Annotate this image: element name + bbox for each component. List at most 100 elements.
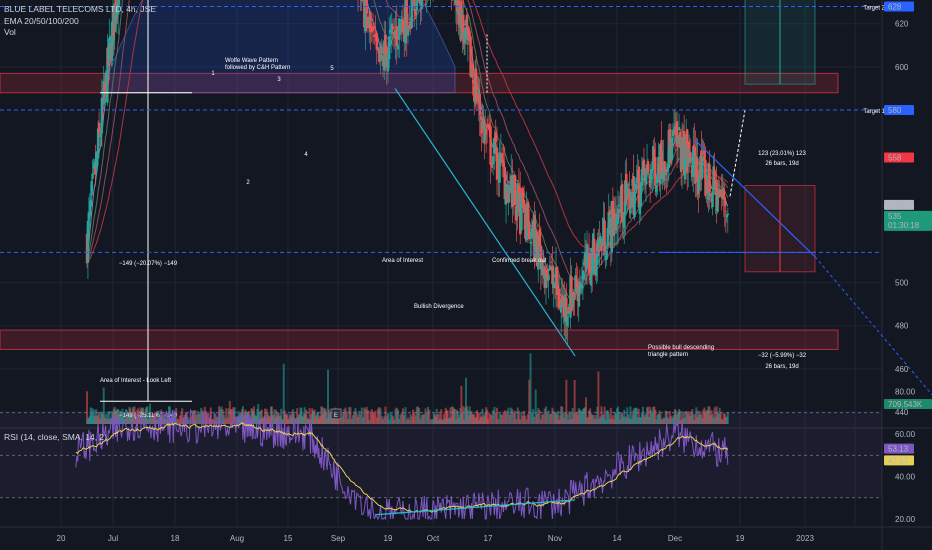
volume-bar	[385, 415, 388, 424]
candle-body	[89, 199, 92, 208]
volume-bar	[648, 416, 651, 424]
price-badge-558-bg	[884, 152, 914, 163]
volume-bar	[241, 406, 244, 424]
volume-bar	[672, 414, 675, 424]
candle-body	[415, 0, 418, 11]
time-tick-label: Nov	[548, 534, 562, 543]
rsi-legend[interactable]: RSI (14, close, SMA, 14, 2)	[4, 432, 107, 442]
measure-up-label-1: 123 (23.01%) 123	[758, 151, 806, 157]
candle-body	[363, 0, 366, 28]
price-badge-580: 580	[888, 106, 902, 115]
candle-body	[708, 164, 711, 192]
volume-bar	[210, 419, 213, 424]
volume-bar	[719, 412, 722, 424]
candle-body	[539, 245, 543, 270]
rsi-sma-line	[75, 421, 729, 513]
volume-bar	[690, 412, 693, 424]
volume-bar	[215, 416, 218, 424]
volume-bar	[611, 415, 614, 424]
volume-bar	[343, 409, 346, 424]
volume-bar	[650, 410, 653, 424]
volume-bar	[487, 418, 489, 424]
last-price-label: 535	[888, 212, 902, 221]
candle-body	[630, 191, 633, 208]
candle-body	[366, 16, 370, 29]
price-badge-536-bg	[884, 199, 914, 210]
volume-bar	[633, 407, 636, 424]
candle-body	[471, 63, 474, 78]
candle-body	[677, 127, 681, 131]
volume-bar	[313, 409, 316, 424]
bullish-divergence-rsi-line	[374, 499, 576, 516]
volume-bar	[200, 407, 203, 424]
volume-bar	[530, 412, 533, 424]
volume-bar	[492, 410, 495, 424]
volume-bar	[462, 406, 465, 424]
volume-bar	[684, 417, 687, 424]
candle-body	[716, 194, 719, 212]
candle-body	[701, 156, 704, 178]
ema-200-line	[86, 0, 729, 264]
price-badge-558: 558	[888, 153, 902, 162]
volume-bar	[643, 416, 646, 424]
area-of-interest-label: Area of Interest	[382, 258, 423, 264]
volume-bar	[400, 412, 403, 424]
candle-body	[409, 21, 412, 30]
volume-bar	[654, 409, 657, 424]
candle-body	[587, 251, 591, 274]
candle-body	[595, 260, 598, 276]
volume-bar	[221, 409, 224, 424]
candle-body	[530, 228, 534, 239]
volume-bar	[657, 413, 660, 424]
volume-bar	[708, 406, 711, 424]
volume-bar	[592, 414, 595, 424]
volume-bar	[358, 410, 361, 424]
volume-bar	[369, 411, 372, 424]
volume-bar	[693, 419, 696, 424]
time-tick-label: 18	[171, 534, 180, 543]
volume-bar	[637, 408, 640, 424]
volume-bar	[397, 409, 399, 424]
candle-body	[524, 213, 527, 239]
volume-bar	[360, 407, 363, 424]
ema-legend[interactable]: EMA 20/50/100/200	[4, 16, 79, 26]
wave-point-2: 2	[246, 180, 250, 186]
candle-body	[401, 19, 405, 31]
candle-body	[419, 0, 422, 5]
volume-bar	[460, 385, 463, 424]
volume-bar	[627, 414, 630, 424]
volume-bar	[605, 410, 608, 424]
volume-bar	[523, 410, 526, 424]
volume-bar	[345, 411, 348, 424]
candle-body	[542, 259, 545, 263]
volume-bar	[368, 419, 371, 424]
candle-body	[724, 210, 727, 212]
volume-legend[interactable]: Vol	[4, 27, 16, 37]
volume-bar	[630, 419, 633, 424]
volume-bar	[709, 415, 712, 424]
candle-body	[103, 83, 106, 91]
volume-bar	[712, 418, 715, 424]
volume-bar	[717, 413, 720, 424]
candle-body	[525, 203, 528, 241]
volume-bar	[353, 411, 356, 424]
candle-body	[109, 36, 112, 41]
price-badge-628: 628	[888, 2, 902, 11]
volume-bar	[632, 409, 635, 424]
volume-bar	[658, 410, 661, 424]
volume-bar	[665, 411, 668, 424]
candle-body	[617, 204, 621, 207]
volume-bar	[698, 414, 701, 424]
volume-bar	[528, 379, 531, 424]
candle-body	[403, 23, 406, 42]
volume-bar	[666, 416, 669, 424]
measure-down-label-1: −32 (−5.99%) −32	[758, 353, 807, 359]
candle-body	[495, 147, 499, 180]
candle-body	[394, 30, 397, 39]
volume-bar	[206, 413, 209, 424]
candle-body	[607, 212, 610, 232]
price-badge-536: 536	[888, 201, 902, 210]
candle-body	[698, 177, 701, 191]
